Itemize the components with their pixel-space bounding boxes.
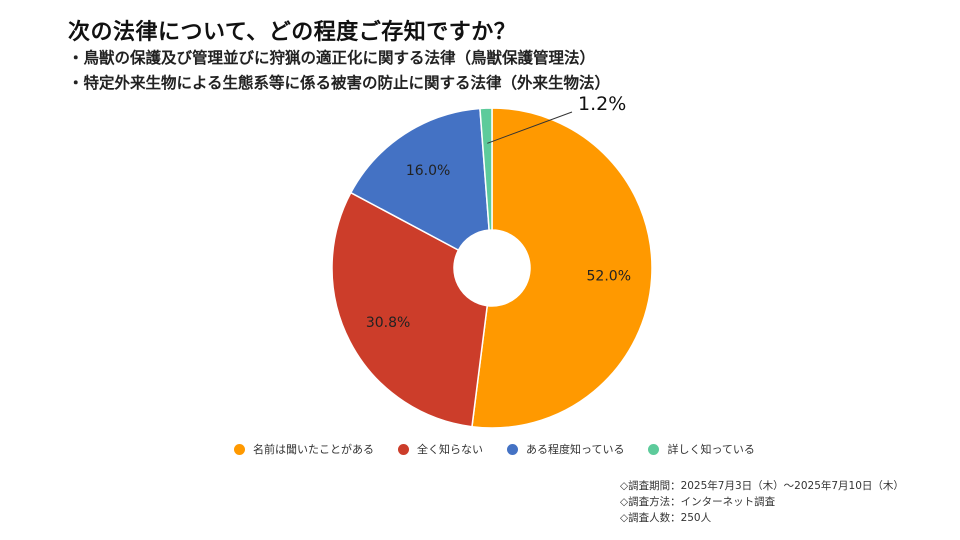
pie-slice-3: [349, 107, 490, 252]
legend-swatch: [234, 443, 245, 455]
survey-count: ◇調査人数：250人: [620, 512, 712, 524]
leader-line-4: [487, 111, 573, 144]
survey-method: ◇調査方法：インターネット調査: [620, 496, 776, 508]
legend-item-4: 詳しく知っている: [648, 441, 755, 457]
legend-label: 名前は聞いたことがある: [253, 443, 374, 456]
legend-swatch: [648, 443, 660, 455]
pie-slice-4: [479, 107, 493, 231]
slice-label-2: 30.8%: [366, 315, 410, 331]
legend-item-1: 名前は聞いたことがある: [234, 441, 374, 457]
pie-slice-2: [331, 191, 489, 428]
legend-item-2: 全く知らない: [398, 441, 483, 457]
chart-subtitle-2: ・特定外来生物による生態系等に係る被害の防止に関する法律（外来生物法）: [68, 74, 611, 92]
slice-label-4: 1.2%: [578, 93, 626, 115]
pie-slice-1: [471, 107, 653, 429]
survey-info: ◇調査期間：2025年7月3日（木）～2025年7月10日（木） ◇調査方法：イ…: [620, 478, 904, 526]
chart-subtitle-1: ・鳥獣の保護及び管理並びに狩猟の適正化に関する法律（鳥獣保護管理法）: [68, 49, 596, 67]
legend-item-3: ある程度知っている: [507, 441, 624, 457]
slice-label-3: 16.0%: [406, 163, 450, 179]
legend-label: 詳しく知っている: [667, 443, 755, 456]
slice-label-1: 52.0%: [587, 268, 631, 284]
legend-label: ある程度知っている: [526, 443, 625, 456]
legend-swatch: [398, 443, 409, 455]
survey-period: ◇調査期間：2025年7月3日（木）～2025年7月10日（木）: [620, 480, 904, 492]
legend-label: 全く知らない: [417, 443, 483, 456]
chart-legend: 名前は聞いたことがある 全く知らない ある程度知っている 詳しく知っている: [234, 441, 755, 457]
chart-title: 次の法律について、どの程度ご存知ですか？: [68, 20, 517, 45]
legend-swatch: [507, 443, 518, 455]
